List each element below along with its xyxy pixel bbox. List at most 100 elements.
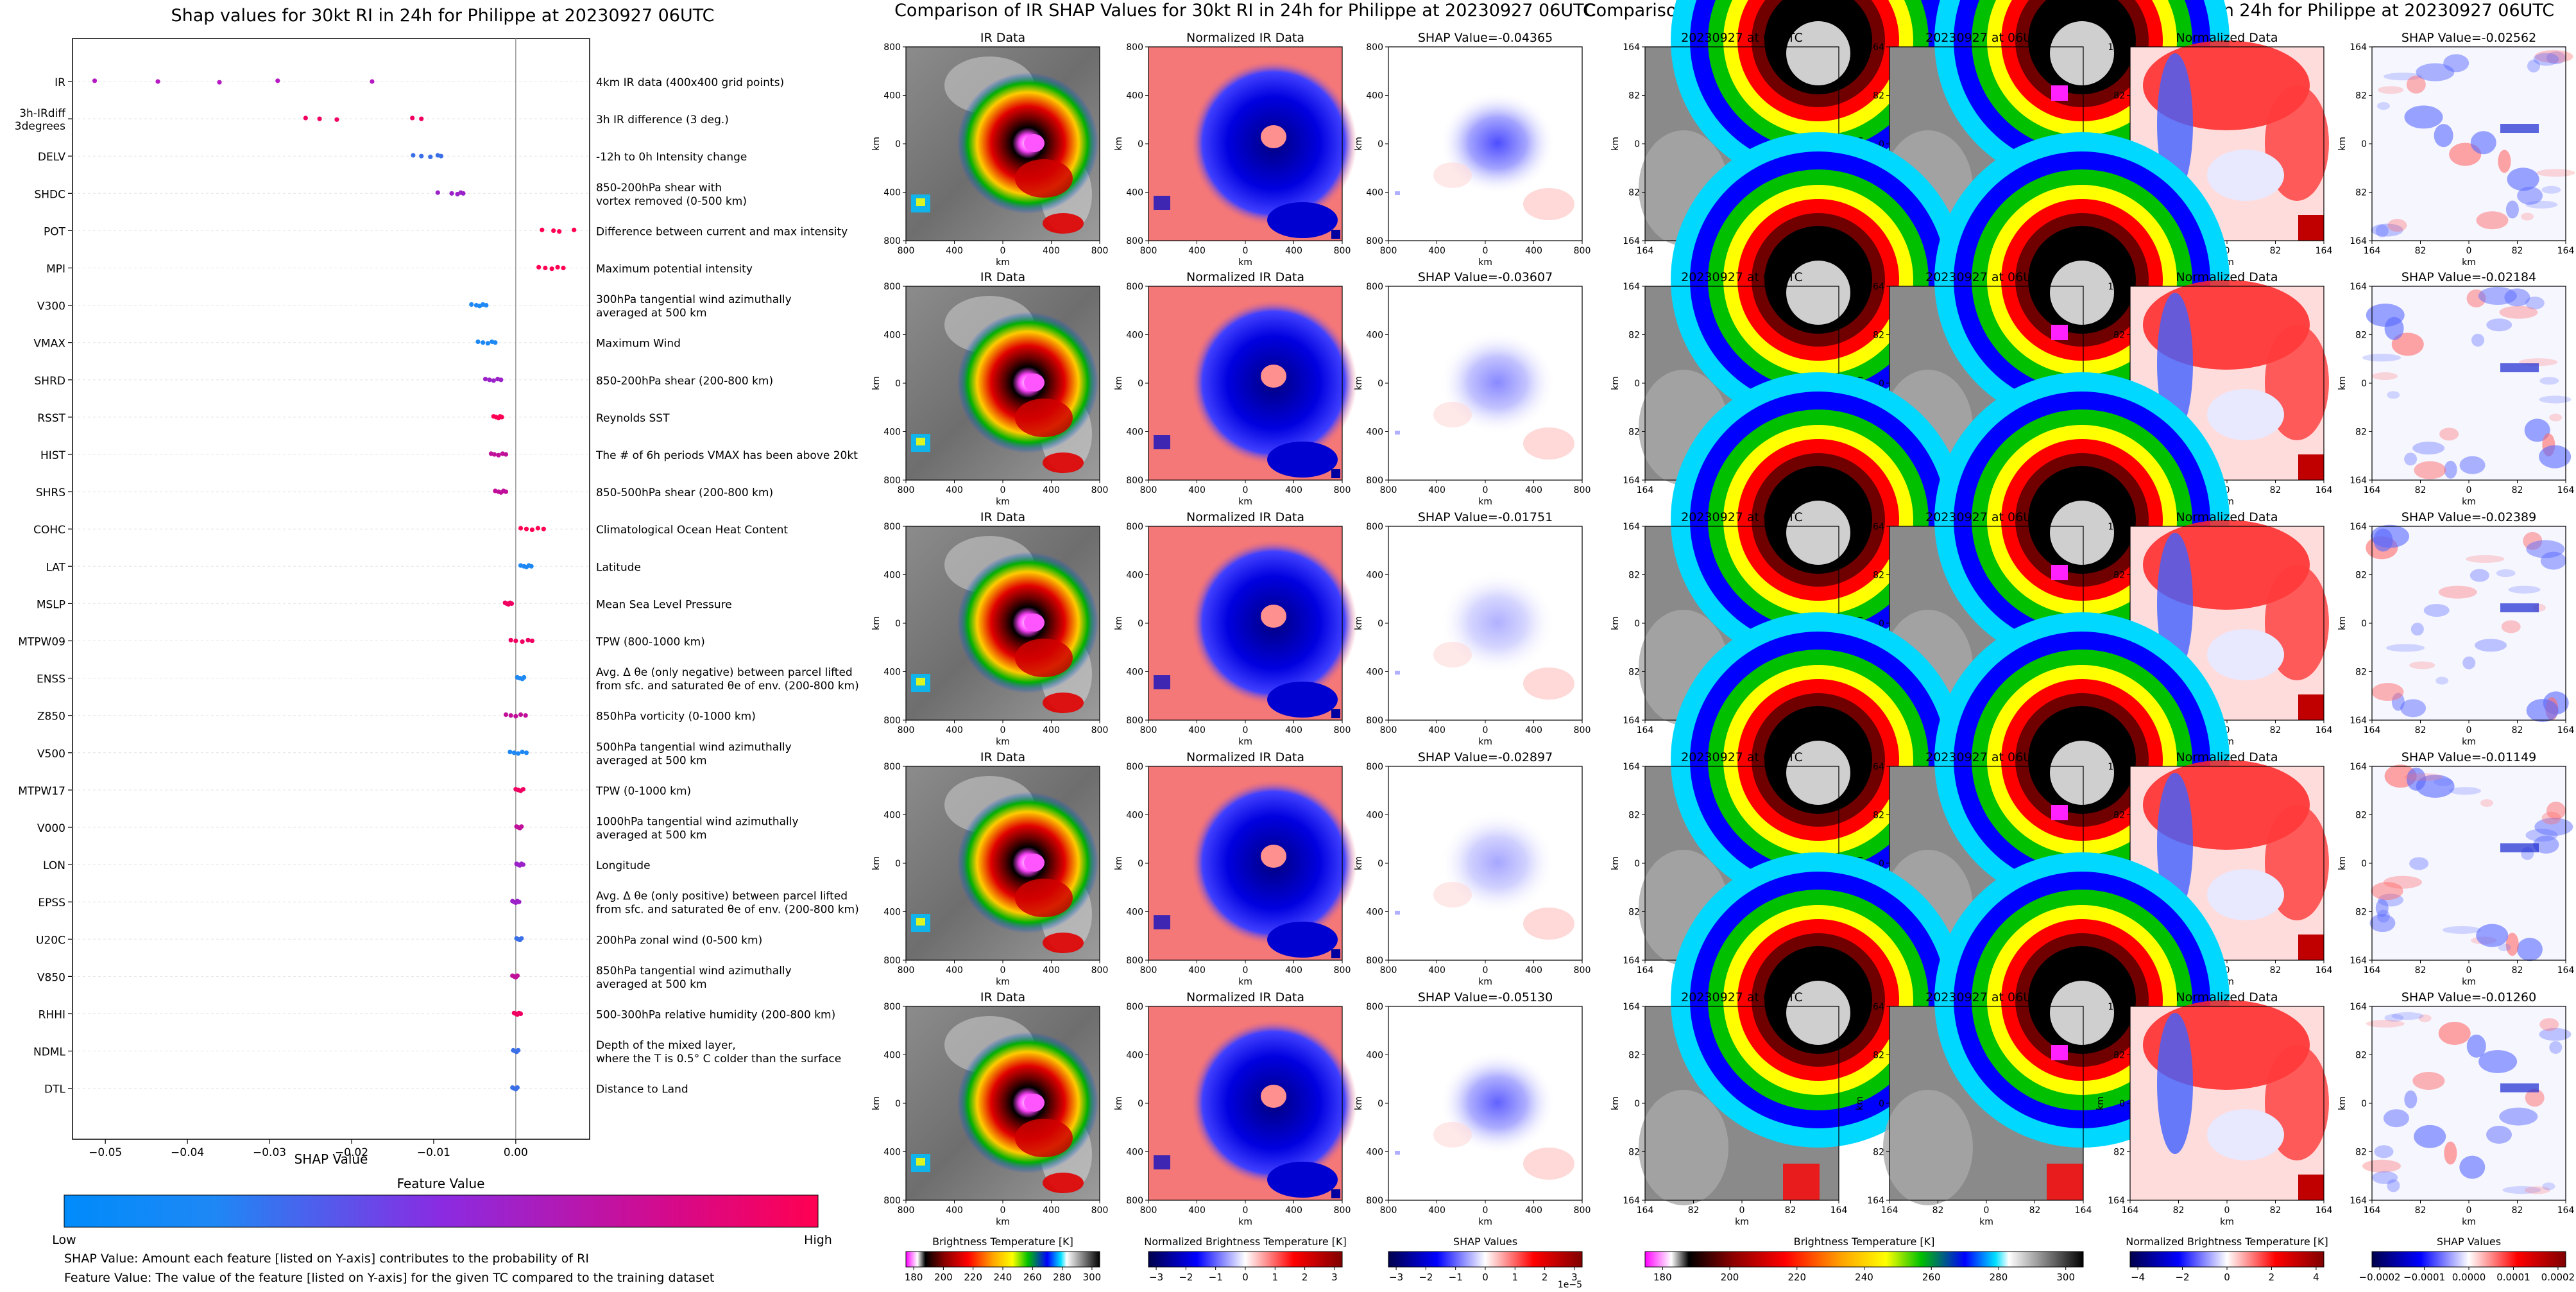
feature-label-pot: POT (44, 225, 66, 238)
map-y-tick-label: 164 (1623, 476, 1640, 486)
shapc-patch (2378, 893, 2404, 907)
shapc-patch (2478, 1050, 2518, 1074)
shap-point (438, 153, 444, 159)
shapc-patch (2448, 787, 2481, 795)
feature-description: 200hPa zonal wind (0-500 km) (596, 934, 762, 947)
map-y-tick-label: 400 (1366, 571, 1383, 581)
map-x-unit: km (1979, 1217, 1993, 1227)
map-x-tick-label: 400 (1525, 246, 1542, 256)
map-y-tick-label: 400 (883, 91, 901, 101)
feature-description: 4km IR data (400x400 grid points) (596, 76, 784, 89)
map-y-tick-label: 164 (2350, 716, 2367, 726)
colorbar-tick-label: 180 (1653, 1271, 1672, 1283)
shap-point (370, 79, 375, 84)
norm-cold-region (1267, 922, 1338, 958)
colorbar-label: SHAP Values (1453, 1236, 1517, 1248)
map-y-tick-label: 164 (2108, 282, 2125, 292)
shapc-patch (2371, 223, 2403, 237)
shapc-patch (2499, 306, 2538, 319)
normalized-data-title: Normalized Data (2176, 270, 2278, 284)
shapc-background (2372, 286, 2566, 480)
feature-label-mtpw17: MTPW17 (18, 785, 65, 798)
map-y-tick-label: 800 (1366, 236, 1383, 246)
map-x-tick-label: 82 (2415, 485, 2427, 495)
map-x-tick-label: 82 (2512, 965, 2523, 976)
shap-point (513, 638, 518, 644)
map-x-tick-label: 400 (946, 246, 963, 256)
shapc-patch (2404, 105, 2443, 129)
colorbar (1388, 1251, 1583, 1268)
shapc-patch (2525, 829, 2558, 842)
map-x-tick-label: 164 (2364, 965, 2381, 976)
map-x-tick-label: 400 (1285, 1205, 1302, 1216)
shapc-patch (2366, 1019, 2405, 1028)
map-y-tick-label: 164 (2108, 522, 2125, 532)
map-y-tick-label: 164 (1623, 42, 1640, 53)
map-y-tick-label: 400 (883, 811, 901, 821)
ir-convection (1043, 933, 1084, 953)
map-x-tick-label: 800 (898, 965, 915, 976)
colorbar-tick-label: 220 (964, 1271, 982, 1283)
map-y-tick-label: 82 (2113, 91, 2125, 101)
colorbar-tick-label: 240 (1855, 1271, 1873, 1283)
map-x-unit: km (1478, 977, 1492, 987)
sat-cloud (1639, 1090, 1728, 1205)
feature-value-colorbar (64, 1194, 819, 1228)
shap-point (499, 377, 504, 383)
map-x-tick-label: 164 (2364, 485, 2381, 495)
shap-point (485, 341, 490, 346)
ir-cold-cloud (916, 198, 925, 206)
sat-magenta (2051, 565, 2068, 580)
shapc-patch (2504, 288, 2530, 307)
feature-label-ndml: NDML (33, 1046, 65, 1059)
map-y-tick-label: 82 (1873, 1148, 1884, 1158)
note-shap-value: SHAP Value: Amount each feature [listed … (64, 1252, 589, 1266)
shap-grid (73, 81, 590, 1089)
map-y-unit: km (1610, 616, 1621, 630)
map-x-tick-label: 800 (1091, 246, 1109, 256)
shapc-patch (2404, 452, 2418, 466)
shap-point (561, 265, 566, 271)
map-x-tick-label: 800 (1334, 485, 1351, 495)
map-y-tick-label: 82 (1628, 91, 1640, 101)
shap-plot-frame (72, 38, 590, 1140)
feature-description: 500-300hPa relative humidity (200-800 km… (596, 1009, 835, 1022)
normalized-ir-title: Normalized IR Data (1186, 270, 1304, 284)
map-x-tick-label: 164 (2557, 725, 2575, 736)
shapc-patch (2539, 1018, 2559, 1031)
ir-data-title: IR Data (980, 270, 1025, 284)
map-x-tick-label: 82 (2415, 246, 2427, 256)
shap-point (524, 750, 529, 755)
shap-map-speck (1395, 431, 1400, 435)
map-y-tick-label: 164 (2350, 1002, 2367, 1012)
shap-x-tick-label: −0.05 (89, 1146, 122, 1159)
sat-core (1786, 981, 1850, 1045)
map-y-tick-label: 800 (1126, 956, 1143, 966)
shap-point (520, 639, 525, 644)
map-x-tick-label: 0 (2224, 965, 2230, 976)
shapc-patch (2414, 1124, 2446, 1148)
shap-point (411, 153, 416, 158)
sat-magenta (2051, 1045, 2068, 1060)
map-y-tick-label: 82 (1873, 571, 1884, 581)
map-y-tick-label: 82 (2355, 811, 2367, 821)
shapc-patch (2507, 168, 2539, 191)
shapc-patch (2486, 1125, 2512, 1144)
normc-neutral (2207, 1109, 2284, 1160)
map-y-tick-label: 164 (1623, 282, 1640, 292)
shap-map-positive (1523, 1148, 1574, 1180)
ir-convection (1043, 452, 1084, 473)
shap-point (217, 80, 222, 85)
ir-data-title: IR Data (980, 990, 1025, 1004)
map-x-tick-label: 0 (2466, 965, 2472, 976)
shapc-patch (2386, 644, 2425, 652)
map-x-tick-label: 800 (1574, 246, 1591, 256)
sat-core (2050, 261, 2114, 325)
shapc-patch (2501, 620, 2521, 633)
sat-06utc-title: 20230927 at 06UTC (1925, 990, 2047, 1004)
map-x-unit: km (1238, 497, 1252, 507)
feature-label-lat: LAT (46, 561, 65, 574)
shapc-patch (2387, 219, 2407, 232)
